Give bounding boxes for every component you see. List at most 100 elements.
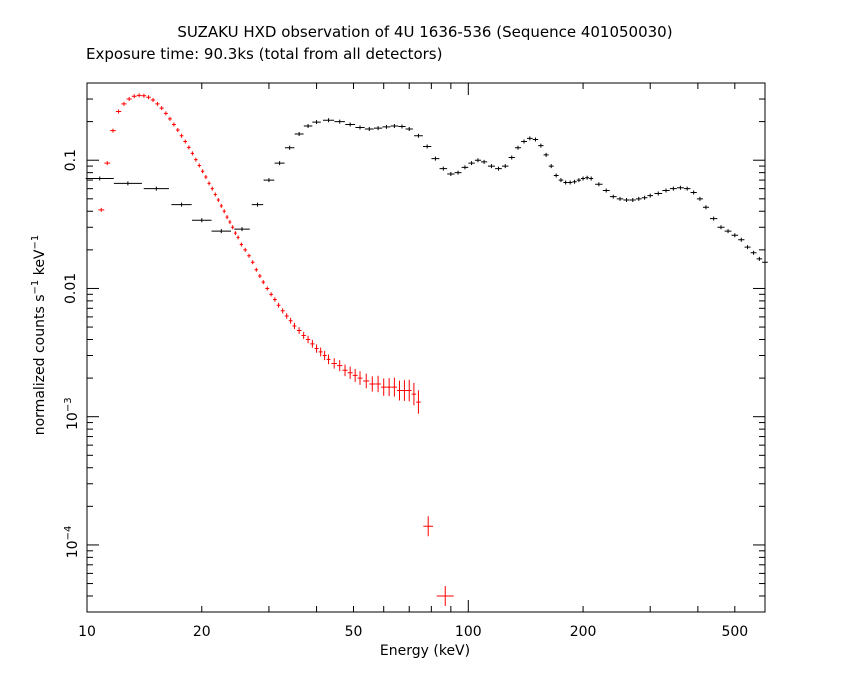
data-point [211, 229, 232, 234]
data-point [405, 127, 413, 132]
data-point [508, 155, 515, 160]
data-point [131, 94, 137, 99]
data-point [369, 376, 376, 392]
data-point [589, 176, 594, 181]
data-point [702, 205, 709, 210]
data-point [143, 186, 169, 191]
data-point [527, 136, 533, 141]
data-point [363, 373, 370, 389]
data-point [98, 207, 105, 212]
data-point [150, 97, 156, 102]
data-point [171, 122, 176, 127]
data-point [243, 247, 248, 252]
data-point [390, 123, 399, 128]
data-point [553, 173, 559, 178]
data-point [585, 175, 590, 180]
data-point [572, 179, 577, 184]
data-point [677, 185, 684, 190]
data-point [654, 191, 663, 196]
data-point [110, 128, 116, 133]
data-point [337, 360, 343, 372]
data-point [305, 335, 311, 344]
data-point [121, 101, 127, 106]
data-point [167, 116, 172, 121]
data-point [738, 237, 745, 242]
data-point [247, 253, 251, 258]
data-point [347, 366, 353, 379]
plot-frame [86, 82, 766, 613]
y-tick-label-exponent: −4 [63, 526, 74, 541]
series-red [98, 93, 454, 606]
data-point [616, 196, 624, 201]
data-point [171, 202, 192, 207]
data-point [447, 172, 455, 177]
data-point [641, 195, 648, 200]
y-tick-label: 10−3 [63, 397, 81, 430]
data-point [423, 516, 434, 537]
data-point [322, 350, 327, 361]
y-tick-label: 0.1 [63, 149, 79, 171]
data-point [514, 145, 522, 150]
data-point [474, 158, 482, 163]
data-point [104, 161, 111, 166]
data-point [175, 128, 180, 133]
data-point [146, 95, 151, 100]
data-point [231, 225, 235, 230]
data-point [439, 166, 448, 171]
data-point [468, 161, 475, 166]
data-point [234, 227, 250, 232]
data-point [352, 368, 358, 382]
data-point [322, 118, 335, 123]
series-black [85, 118, 768, 265]
x-tick-label: 100 [455, 624, 482, 640]
data-point [762, 260, 768, 265]
y-axis-label-mid: keV [32, 249, 48, 280]
data-point [402, 380, 407, 401]
data-point [709, 216, 718, 221]
series-layer [85, 93, 768, 606]
data-point [717, 225, 725, 230]
data-point [155, 101, 160, 106]
data-point [487, 164, 495, 169]
data-point [273, 297, 277, 302]
data-point [744, 245, 751, 250]
y-tick-label: 0.01 [63, 273, 79, 304]
data-point [398, 124, 406, 129]
x-tick-label: 200 [570, 624, 597, 640]
data-point [159, 106, 164, 111]
y-tick-label-mantissa: 10 [65, 540, 81, 558]
data-point [756, 256, 763, 261]
data-point [219, 203, 223, 208]
data-point [200, 169, 205, 174]
data-point [250, 260, 255, 265]
data-point [558, 178, 564, 183]
data-point [406, 379, 412, 402]
data-point [382, 124, 391, 129]
data-point [386, 378, 392, 397]
y-axis-label-base: normalized counts s [32, 294, 48, 435]
data-point [521, 139, 527, 144]
data-point [190, 151, 195, 156]
data-point [310, 339, 315, 348]
data-point [303, 123, 313, 128]
data-point [373, 126, 383, 131]
data-point [532, 137, 539, 142]
chart-subtitle: Exposure time: 90.3ks (total from all de… [86, 45, 442, 63]
data-point [423, 144, 432, 149]
data-point [647, 193, 654, 198]
axis-ticks [86, 82, 766, 613]
data-point [623, 197, 630, 202]
data-point [292, 322, 297, 330]
data-point [274, 161, 285, 166]
data-point [342, 364, 348, 377]
data-point [239, 242, 244, 247]
data-point [731, 233, 739, 238]
data-point [136, 93, 142, 98]
data-point [683, 186, 691, 191]
data-point [357, 371, 363, 385]
data-point [197, 163, 201, 168]
data-point [276, 302, 281, 308]
data-point [179, 133, 184, 138]
data-point [563, 180, 568, 185]
data-point [375, 375, 381, 393]
